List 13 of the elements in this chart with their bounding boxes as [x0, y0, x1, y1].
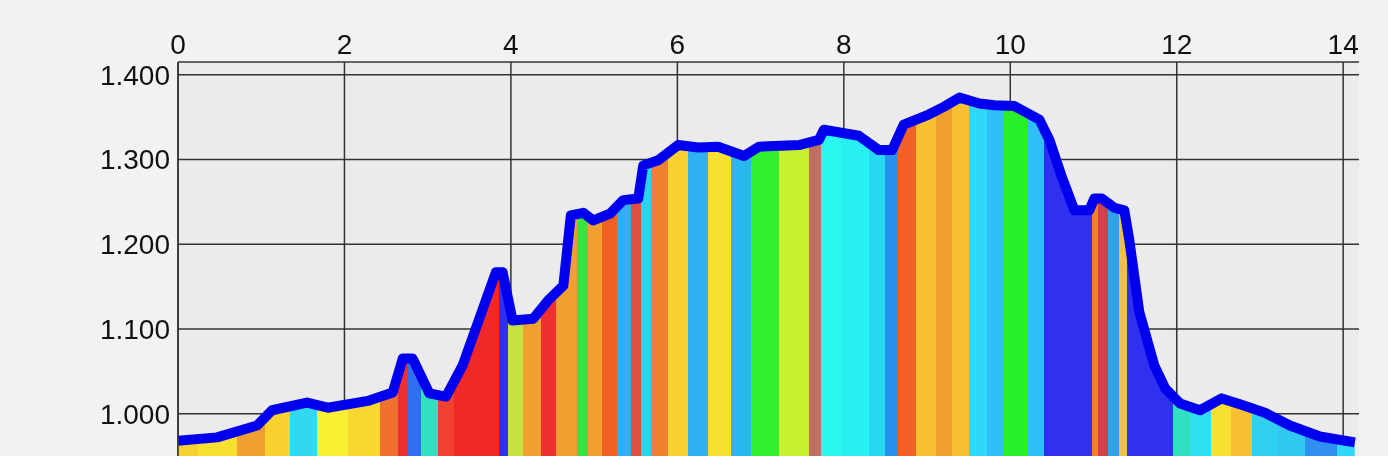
- x-tick-label: 6: [669, 29, 686, 60]
- y-tick-label: 1.400: [99, 59, 170, 91]
- x-tick-label: 2: [336, 29, 353, 60]
- y-tick-label: 1.000: [99, 398, 170, 430]
- y-tick-label: 1.100: [99, 313, 170, 345]
- y-tick-label: 1.200: [99, 229, 170, 261]
- x-tick-label: 10: [994, 29, 1026, 60]
- x-tick-label: 8: [836, 29, 852, 60]
- y-tick-label: 1.300: [99, 144, 170, 176]
- x-tick-label: 12: [1161, 29, 1193, 60]
- x-tick-label: 4: [503, 29, 519, 60]
- x-tick-label: 14: [1327, 29, 1359, 60]
- x-tick-label: 0: [170, 29, 186, 60]
